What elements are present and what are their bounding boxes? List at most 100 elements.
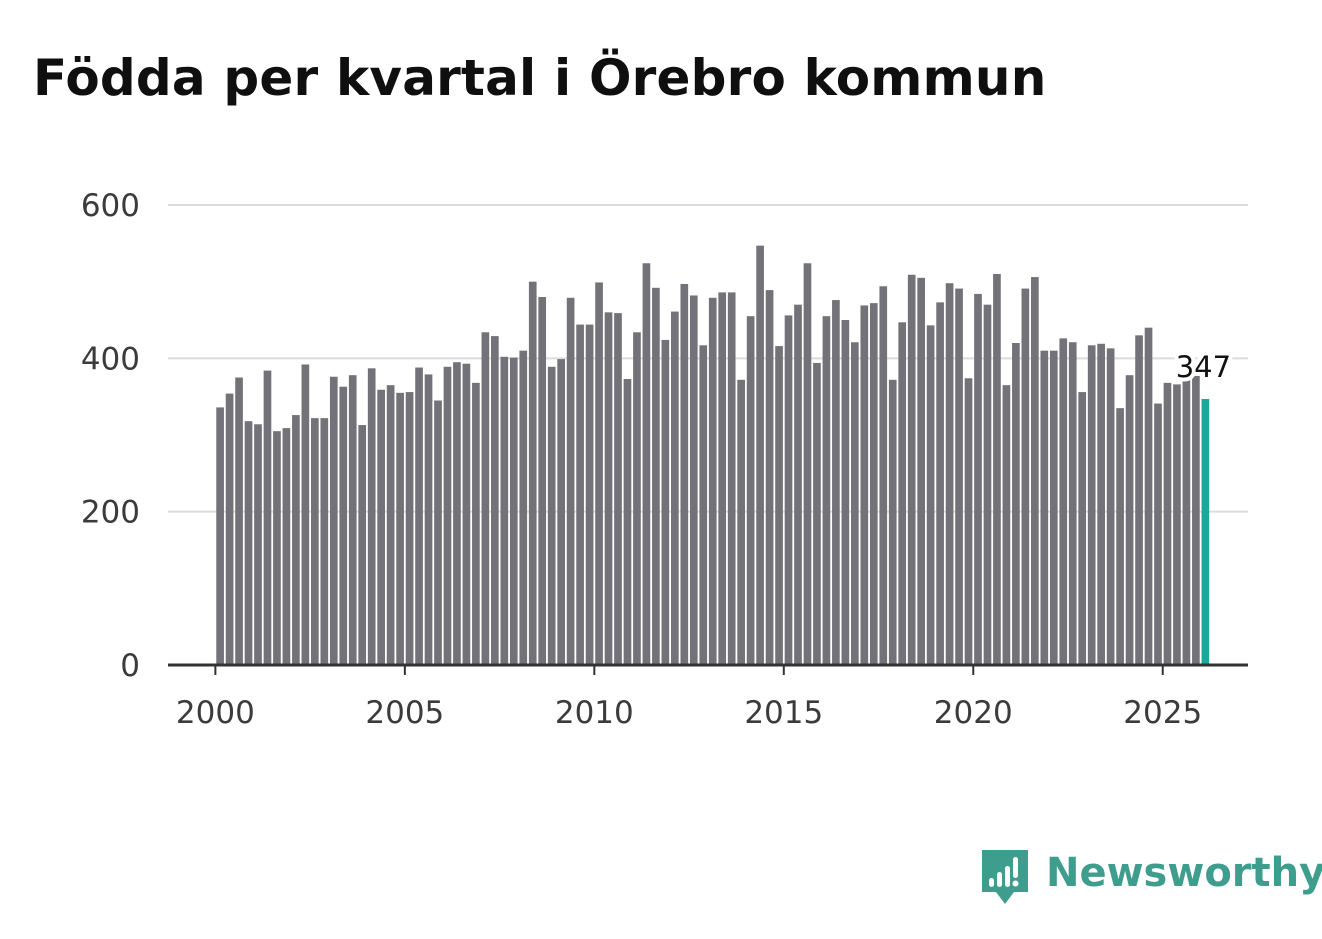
bar <box>547 366 556 665</box>
y-tick-label-400: 400 <box>81 341 140 377</box>
bar <box>557 359 565 665</box>
bar <box>424 374 433 665</box>
bar <box>869 303 878 665</box>
newsworthy-logo: Newsworthy <box>980 848 1322 912</box>
bar <box>396 392 404 665</box>
bar <box>585 324 594 665</box>
bar <box>405 392 414 665</box>
bar <box>945 283 954 665</box>
chart-title: Födda per kvartal i Örebro kommun <box>33 49 1047 107</box>
bar <box>509 357 518 665</box>
bar <box>794 304 802 665</box>
bar <box>936 302 944 665</box>
bar <box>434 400 442 665</box>
bar <box>311 418 319 665</box>
bar <box>320 418 329 665</box>
bar <box>813 362 821 665</box>
bar <box>386 385 395 665</box>
bar <box>737 379 745 665</box>
brand-name: Newsworthy <box>1046 850 1322 896</box>
bar <box>756 245 764 665</box>
bar <box>974 293 982 665</box>
bar <box>1125 375 1134 665</box>
bar <box>519 350 528 665</box>
bar-chart-speech-bubble-icon <box>982 850 1028 904</box>
bar <box>472 382 480 665</box>
bar <box>1182 379 1191 665</box>
bars <box>216 245 1210 665</box>
bar <box>339 386 348 665</box>
x-tick-label-2020: 2020 <box>934 695 1013 731</box>
bar <box>964 378 973 665</box>
bar <box>329 376 338 665</box>
bar <box>851 342 859 665</box>
bar <box>566 297 575 665</box>
bar <box>443 366 452 665</box>
bar <box>500 356 509 665</box>
bar <box>860 305 869 665</box>
bar <box>841 320 850 665</box>
bar <box>888 379 897 665</box>
bar <box>614 313 622 665</box>
x-tick-label-2005: 2005 <box>365 695 444 731</box>
bar <box>301 364 310 665</box>
bar <box>367 368 376 665</box>
bar <box>263 370 272 665</box>
bar <box>784 315 793 665</box>
bar <box>1012 343 1020 665</box>
bar <box>348 375 357 665</box>
bar <box>879 286 888 665</box>
bar <box>1163 382 1172 665</box>
bar <box>1106 348 1115 665</box>
bar <box>822 316 831 665</box>
y-tick-label-600: 600 <box>81 188 140 224</box>
bar <box>453 362 461 665</box>
y-tick-label-0: 0 <box>120 648 140 684</box>
bar <box>273 431 281 665</box>
bar <box>1144 327 1153 665</box>
bar <box>528 281 537 665</box>
bar <box>415 367 423 665</box>
bar <box>576 324 584 665</box>
bar <box>832 300 840 665</box>
bar <box>803 263 812 665</box>
bar <box>661 339 670 665</box>
bar <box>689 295 698 665</box>
bar <box>538 297 547 665</box>
bar <box>254 424 262 665</box>
bar <box>708 297 717 665</box>
x-tick-label-2010: 2010 <box>555 695 634 731</box>
bar <box>1135 335 1143 665</box>
bar <box>898 322 907 665</box>
bar <box>775 346 783 665</box>
x-tick-label-2025: 2025 <box>1123 695 1202 731</box>
bar <box>746 316 755 665</box>
bar <box>1116 408 1124 665</box>
bar <box>955 288 963 665</box>
bar <box>358 425 367 665</box>
last-value-callout: 347 <box>1172 346 1235 388</box>
bar <box>292 415 300 665</box>
bar <box>462 363 471 665</box>
bar <box>244 421 253 665</box>
bar <box>1021 288 1030 665</box>
bar <box>699 345 708 665</box>
bar <box>1078 392 1087 665</box>
last-value-label: 347 <box>1176 350 1231 384</box>
bar <box>983 304 992 665</box>
bar <box>993 274 1001 665</box>
bar <box>282 428 291 665</box>
bar <box>235 377 243 665</box>
bar <box>225 393 234 665</box>
bar <box>595 282 603 665</box>
gridlines <box>168 204 1248 513</box>
bar <box>680 283 689 665</box>
bar <box>718 292 727 665</box>
bar <box>1049 350 1058 665</box>
bar <box>491 336 499 665</box>
bar <box>907 274 916 665</box>
bar <box>604 312 613 665</box>
bar <box>481 332 490 665</box>
bar <box>727 292 736 665</box>
